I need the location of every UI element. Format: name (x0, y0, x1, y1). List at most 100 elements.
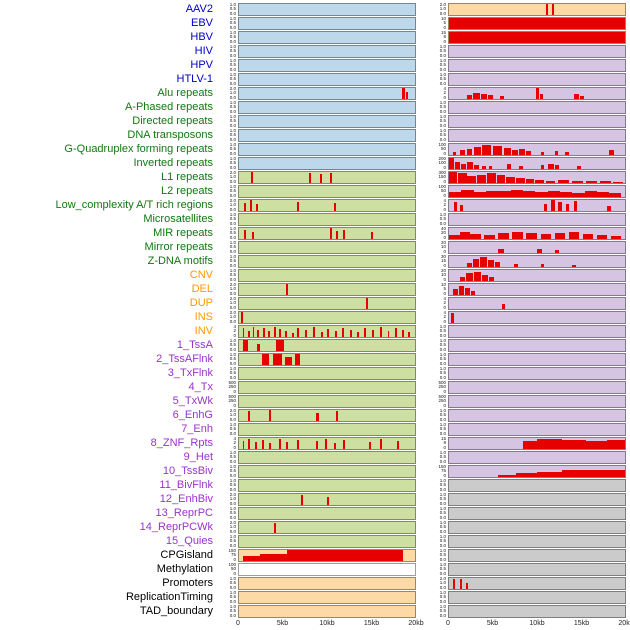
y-tick-label: 0.0 (229, 346, 236, 352)
track-row: Inverted repeats 1.0 0.5 0.0 200 100 0 (4, 156, 630, 170)
signal-bar (572, 180, 583, 183)
y-tick-label: 2 (443, 314, 446, 319)
y-axis-ticks: 300 150 0 (428, 170, 448, 184)
y-tick-label: 500 (228, 393, 236, 399)
y-tick-label: 20 (440, 239, 446, 245)
y-tick-label: 2 (443, 202, 446, 207)
y-tick-label: 0.5 (229, 356, 236, 361)
track-panel-left (238, 16, 416, 30)
y-tick-label: 100 (438, 160, 446, 165)
track-panel-right (448, 520, 626, 534)
signal-bar (540, 234, 552, 239)
track-row: INV 4 2 0 1.0 0.5 0.0 (4, 324, 630, 338)
signal-bar (473, 271, 481, 281)
signal-bar (262, 327, 265, 337)
y-tick-label: 0.5 (439, 426, 446, 431)
track-panel-right (448, 478, 626, 492)
track-panel-right (448, 394, 626, 408)
signal-bar (279, 328, 282, 337)
signal-bar (498, 474, 516, 477)
y-tick-label: 2 (443, 90, 446, 95)
signal-bar (247, 411, 250, 421)
track-row: Promoters 1.0 0.5 0.0 2.0 1.0 0.0 (4, 576, 630, 590)
signal-bar (481, 165, 486, 169)
track-panel-right (448, 72, 626, 86)
y-tick-label: 0.5 (439, 552, 446, 557)
track-panel-left (238, 170, 416, 184)
y-tick-label: 0.5 (439, 370, 446, 375)
signal-bar (537, 248, 543, 253)
y-tick-label: 1.0 (229, 155, 236, 161)
signal-bar (285, 356, 293, 365)
signal-bar (554, 150, 559, 155)
y-tick-label: 0.0 (439, 570, 446, 576)
y-axis-ticks: 1.0 0.5 0.0 (428, 408, 448, 422)
signal-bar (535, 192, 548, 197)
signal-bar (459, 579, 463, 589)
y-tick-label: 1.0 (229, 267, 236, 273)
track-label: INS (194, 310, 213, 323)
y-tick-label: 0.0 (229, 24, 236, 30)
signal-bar (525, 179, 535, 183)
y-axis-ticks: 1.0 0.5 0.0 (218, 506, 238, 520)
signal-bar (256, 343, 261, 351)
signal-bar (284, 331, 287, 337)
y-axis-ticks: 1.0 0.5 0.0 (428, 44, 448, 58)
signal-bar (480, 256, 488, 267)
track-panel-left (238, 310, 416, 324)
y-tick-label: 0 (443, 206, 446, 212)
y-tick-label: 0.5 (229, 146, 236, 151)
signal-bar (609, 193, 622, 197)
signal-bar (515, 473, 537, 477)
signal-bar (485, 191, 499, 197)
signal-bar (554, 165, 559, 169)
track-panel-left (238, 408, 416, 422)
y-tick-label: 0.5 (229, 188, 236, 193)
signal-bar (249, 200, 253, 211)
signal-bar (512, 150, 518, 155)
y-tick-label: 2.0 (229, 281, 236, 287)
y-tick-label: 0.5 (229, 6, 236, 11)
y-axis-ticks: 1.0 0.5 0.0 (218, 100, 238, 114)
y-tick-label: 1.0 (439, 505, 446, 511)
y-tick-label: 0.0 (229, 290, 236, 296)
track-panel-left (238, 394, 416, 408)
y-axis-ticks: 1.0 0.5 0.0 (218, 337, 238, 352)
y-tick-label: 4 (443, 85, 446, 91)
y-tick-label: 50 (230, 566, 236, 571)
signal-bar (316, 412, 319, 421)
track-panel-right (448, 282, 626, 296)
y-axis-ticks: 1.0 0.5 0.0 (218, 576, 238, 590)
signal-bar (498, 191, 511, 197)
x-axis-row: 0 5kb 10kb 15kb 20kb 0 5kb 10kb 15kb 20kb (4, 618, 630, 630)
y-tick-label: 1.0 (229, 337, 236, 343)
y-tick-label: 250 (228, 398, 236, 403)
y-tick-label: 0 (233, 332, 236, 338)
x-tick-label: 0 (236, 620, 240, 627)
signal-bar (247, 438, 250, 449)
y-tick-label: 100 (438, 183, 446, 189)
track-row: 6_EnhG 2.0 1.0 0.0 1.0 0.5 0.0 (4, 408, 630, 422)
y-axis-ticks: 1.0 0.5 0.0 (428, 505, 448, 520)
y-tick-label: 0.0 (229, 276, 236, 282)
track-panel-left (238, 58, 416, 72)
y-tick-label: 10 (440, 244, 446, 249)
y-axis-ticks: 1.0 0.5 0.0 (218, 226, 238, 240)
track-panel-left (238, 100, 416, 114)
y-tick-label: 1.0 (229, 57, 236, 63)
y-tick-label: 0.5 (439, 524, 446, 529)
y-tick-label: 0.5 (439, 496, 446, 501)
y-axis-ticks: 1.0 0.5 0.0 (218, 212, 238, 226)
y-tick-label: 0.5 (229, 482, 236, 487)
y-tick-label: 0.5 (229, 580, 236, 585)
signal-bar (365, 298, 368, 309)
signal-bar (449, 17, 625, 29)
y-tick-label: 1.0 (229, 496, 236, 501)
y-axis-ticks: 200 100 0 (428, 156, 448, 170)
signal-bar (341, 327, 344, 337)
y-tick-label: 0.0 (439, 416, 446, 422)
signal-bar (242, 440, 245, 449)
y-axis-ticks: 1.0 0.5 0.0 (218, 114, 238, 128)
